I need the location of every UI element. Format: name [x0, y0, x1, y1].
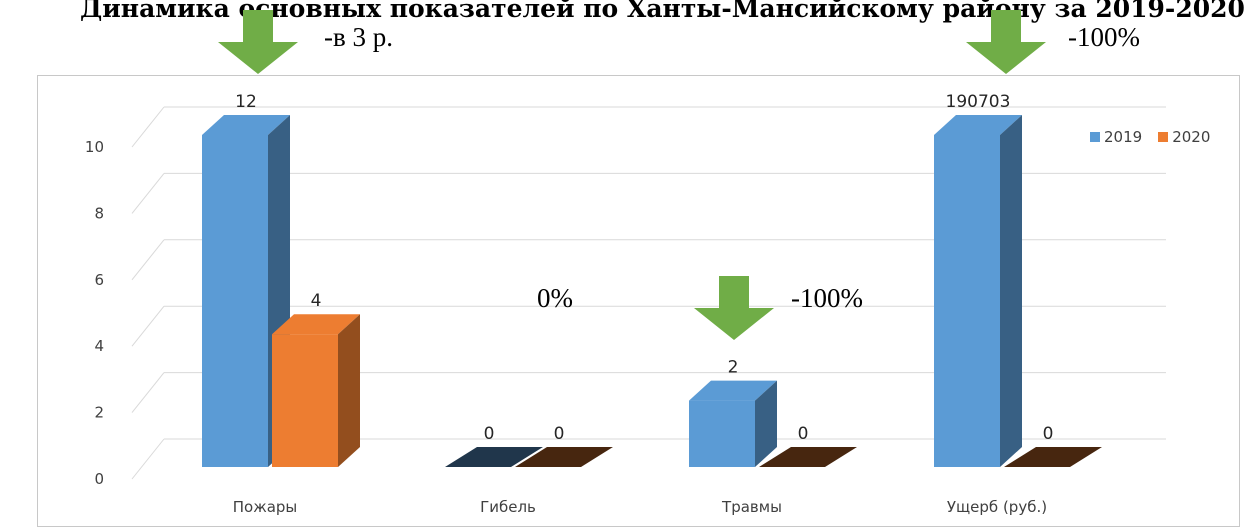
bar-2019-front — [689, 400, 755, 467]
down-arrow-icon — [694, 276, 774, 340]
bar-2019-side — [755, 380, 777, 467]
bar-layer — [202, 115, 1022, 467]
legend-swatch-2019 — [1090, 132, 1100, 142]
bar-2020 — [272, 314, 360, 467]
bar-floor — [759, 447, 857, 467]
gridline-side — [131, 372, 165, 413]
bar-2019-top — [934, 115, 1022, 135]
data-label: 190703 — [946, 92, 1011, 112]
bar-2019 — [934, 115, 1022, 467]
bar-floor — [515, 447, 613, 467]
x-tick-label: Травмы — [721, 498, 782, 516]
bar-2019-top — [689, 380, 777, 401]
down-arrow-icon — [966, 10, 1046, 74]
gridline-side — [131, 106, 165, 148]
data-label: 2 — [728, 358, 739, 378]
bar-2019-front — [202, 135, 268, 467]
bar-floor — [1004, 447, 1102, 467]
gridline-side — [131, 239, 165, 281]
data-label: 0 — [798, 424, 809, 444]
y-tick-label: 6 — [94, 271, 104, 289]
bar-2019 — [689, 380, 777, 467]
bar-2020-front — [272, 334, 338, 467]
bar-2020-side — [338, 314, 360, 467]
label-layer: Пожары Гибель Травмы Ущерб (руб.) 12 4 0 0 2 0 190… — [233, 92, 1054, 516]
y-tick-label: 2 — [94, 404, 104, 422]
y-tick-label: 4 — [94, 337, 104, 355]
x-tick-label: Гибель — [480, 498, 536, 516]
legend-item-2020: 2020 — [1158, 128, 1210, 146]
legend: 2019 2020 — [1090, 128, 1210, 146]
legend-item-2019: 2019 — [1090, 128, 1142, 146]
data-label: 0 — [1043, 424, 1054, 444]
bar-2019 — [202, 115, 290, 467]
gridline-side — [131, 173, 165, 214]
bar-2019-top — [202, 115, 290, 135]
legend-swatch-2020 — [1158, 132, 1169, 142]
x-tick-label: Ущерб (руб.) — [947, 498, 1047, 516]
data-label: 4 — [311, 291, 322, 311]
chart-frame — [37, 75, 1240, 527]
bar-floor — [445, 447, 543, 467]
down-arrow-icon — [218, 10, 298, 74]
data-label: 0 — [554, 424, 565, 444]
arrow-layer — [218, 10, 1046, 340]
y-tick-label: 0 — [94, 470, 104, 488]
data-label: 0 — [484, 424, 495, 444]
annotation-pozhary: -в 3 р. — [324, 22, 393, 52]
annotation-ushcherb: -100% — [1068, 22, 1140, 52]
y-tick-label: 10 — [85, 138, 104, 156]
bar-2020-top — [272, 314, 360, 335]
bar-2019-front — [934, 135, 1000, 467]
annotation-travmy: -100% — [791, 283, 863, 313]
legend-label-2019: 2019 — [1104, 128, 1143, 146]
y-tick-label: 8 — [94, 204, 104, 222]
legend-label-2020: 2020 — [1172, 128, 1211, 146]
annotation-gibel: 0% — [537, 283, 573, 313]
gridline-side — [131, 438, 165, 480]
bar-2019-side — [1000, 115, 1022, 467]
headline: Динамика основных показателей по Ханты-М… — [80, 0, 1244, 23]
x-tick-label: Пожары — [233, 498, 298, 516]
gridline-side — [131, 305, 165, 347]
floor-layer — [445, 447, 1102, 467]
data-label: 12 — [235, 92, 257, 112]
